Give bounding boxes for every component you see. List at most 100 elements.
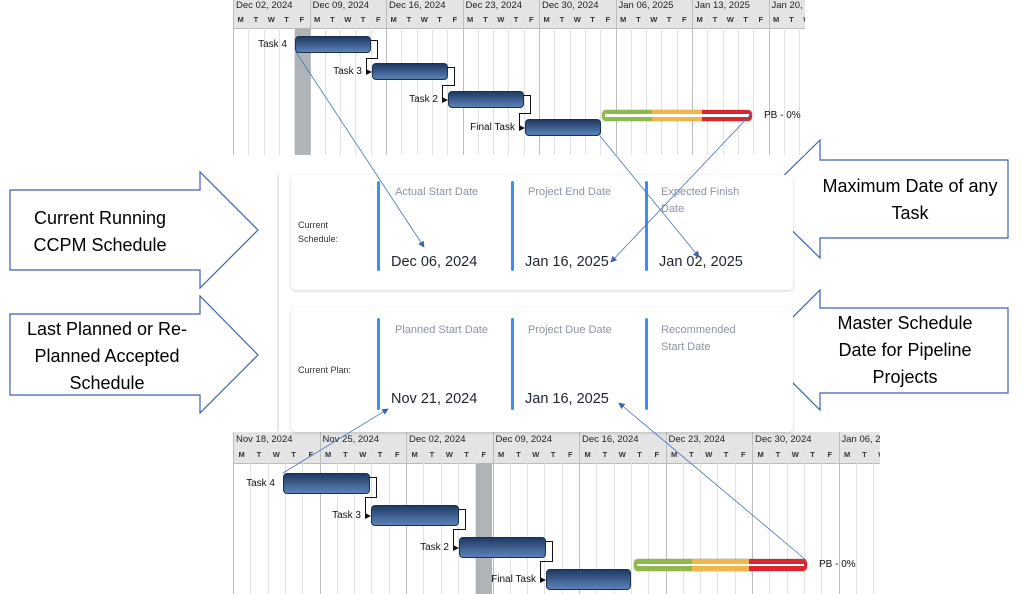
grid-line <box>355 12 357 155</box>
day-label: F <box>682 15 687 24</box>
grid-line <box>475 447 477 594</box>
grid-line <box>682 447 684 594</box>
day-label: T <box>637 450 642 459</box>
actual-start-date-label: Actual Start Date <box>395 186 479 198</box>
day-label: T <box>862 450 867 459</box>
grid-line <box>783 12 785 155</box>
grid-line <box>648 447 650 594</box>
current-schedule-card: Current Schedule: Actual Start Date Proj… <box>291 175 793 290</box>
day-label: T <box>464 450 469 459</box>
project-end-date-value: Jan 16, 2025 <box>525 254 609 270</box>
grid-line <box>799 12 801 155</box>
grid-line <box>584 12 586 155</box>
day-label: F <box>568 450 573 459</box>
day-label: M <box>498 450 505 459</box>
grid-line <box>737 12 739 155</box>
grid-line <box>267 447 269 594</box>
field-accent <box>511 181 514 271</box>
day-label: T <box>437 15 442 24</box>
task-bar[interactable] <box>372 63 448 80</box>
task-label: Task 4 <box>246 477 275 489</box>
day-label: T <box>550 450 556 459</box>
day-label: T <box>590 15 595 24</box>
grid-line <box>855 447 857 594</box>
grid-line <box>838 432 840 594</box>
grid-line <box>248 12 250 155</box>
today-marker <box>475 463 493 594</box>
day-label: T <box>636 15 641 24</box>
day-label: T <box>810 450 815 459</box>
dependency-arrow-icon <box>365 512 371 519</box>
grid-line <box>821 447 823 594</box>
week-label: Nov 25, 2024 <box>319 432 407 447</box>
timeline-header <box>233 0 805 29</box>
task-bar[interactable] <box>459 537 546 558</box>
dependency-link <box>546 541 553 562</box>
task-label: Task 3 <box>332 509 361 521</box>
planned-start-date-label: Planned Start Date <box>395 324 488 336</box>
grid-line <box>722 12 724 155</box>
grid-line <box>508 12 510 155</box>
day-label: M <box>390 15 397 24</box>
week-label: Dec 09, 2024 <box>492 432 580 447</box>
grid-line <box>734 447 736 594</box>
grid-line <box>324 12 326 155</box>
task-bar[interactable] <box>448 91 524 108</box>
day-label: M <box>757 450 764 459</box>
grid-line <box>646 12 648 155</box>
task-bar[interactable] <box>295 36 371 53</box>
grid-line <box>579 432 580 594</box>
project-due-date-label: Project Due Date <box>528 324 612 336</box>
day-label: T <box>291 450 296 459</box>
grid-line <box>803 447 805 594</box>
current-plan-card: Current Plan: Planned Start Date Project… <box>291 307 793 432</box>
actual-start-date-value: Dec 06, 2024 <box>391 254 478 270</box>
project-buffer-bar[interactable] <box>602 110 752 121</box>
dependency-link <box>365 497 377 517</box>
task-label: Final Task <box>491 573 536 585</box>
grid-line <box>630 447 632 594</box>
day-label: W <box>573 15 581 24</box>
day-label: T <box>284 15 289 24</box>
day-label: W <box>705 450 713 459</box>
day-label: T <box>253 15 259 24</box>
grid-line <box>539 0 540 155</box>
grid-line <box>263 12 265 155</box>
task-bar[interactable] <box>525 119 601 136</box>
grid-line <box>319 432 321 594</box>
grid-line <box>786 447 788 594</box>
task-bar[interactable] <box>371 505 459 526</box>
day-label: W <box>532 450 540 459</box>
grid-line <box>233 432 234 594</box>
dependency-link <box>459 509 466 530</box>
callout-arrow-left-top <box>9 170 259 290</box>
buffer-label: PB - 0% <box>819 559 856 570</box>
task-bar[interactable] <box>283 473 370 494</box>
week-label: Dec 23, 2024 <box>462 0 540 12</box>
task-label: Task 2 <box>420 541 449 553</box>
grid-line <box>692 0 693 155</box>
dependency-link <box>453 529 466 549</box>
day-label: W <box>344 15 352 24</box>
day-label: M <box>543 15 550 24</box>
day-label: F <box>481 450 487 459</box>
grid-line <box>509 447 511 594</box>
top-gantt-chart: Dec 02, 2024 M T W T F Dec 09, 2024 M T W T F Dec 16… <box>233 0 805 155</box>
grid-line <box>354 447 356 594</box>
day-label: T <box>559 15 565 24</box>
day-label: T <box>256 450 262 459</box>
day-label: W <box>267 15 275 24</box>
dependency-link <box>519 113 531 129</box>
dependency-arrow-icon <box>442 96 448 103</box>
grid-line <box>416 12 418 155</box>
task-bar[interactable] <box>546 569 631 590</box>
day-label: M <box>238 450 245 459</box>
week-label: Jan 06, 2025 <box>615 0 693 12</box>
day-label: T <box>516 450 521 459</box>
project-buffer-bar[interactable] <box>634 559 807 571</box>
callout-last-planned-schedule: Last Planned or Re-Planned Accepted Sche… <box>26 319 188 393</box>
grid-line <box>700 447 702 594</box>
field-accent <box>645 318 648 410</box>
callout-master-schedule-date: Master Schedule Date for Pipeline Projec… <box>837 313 973 387</box>
